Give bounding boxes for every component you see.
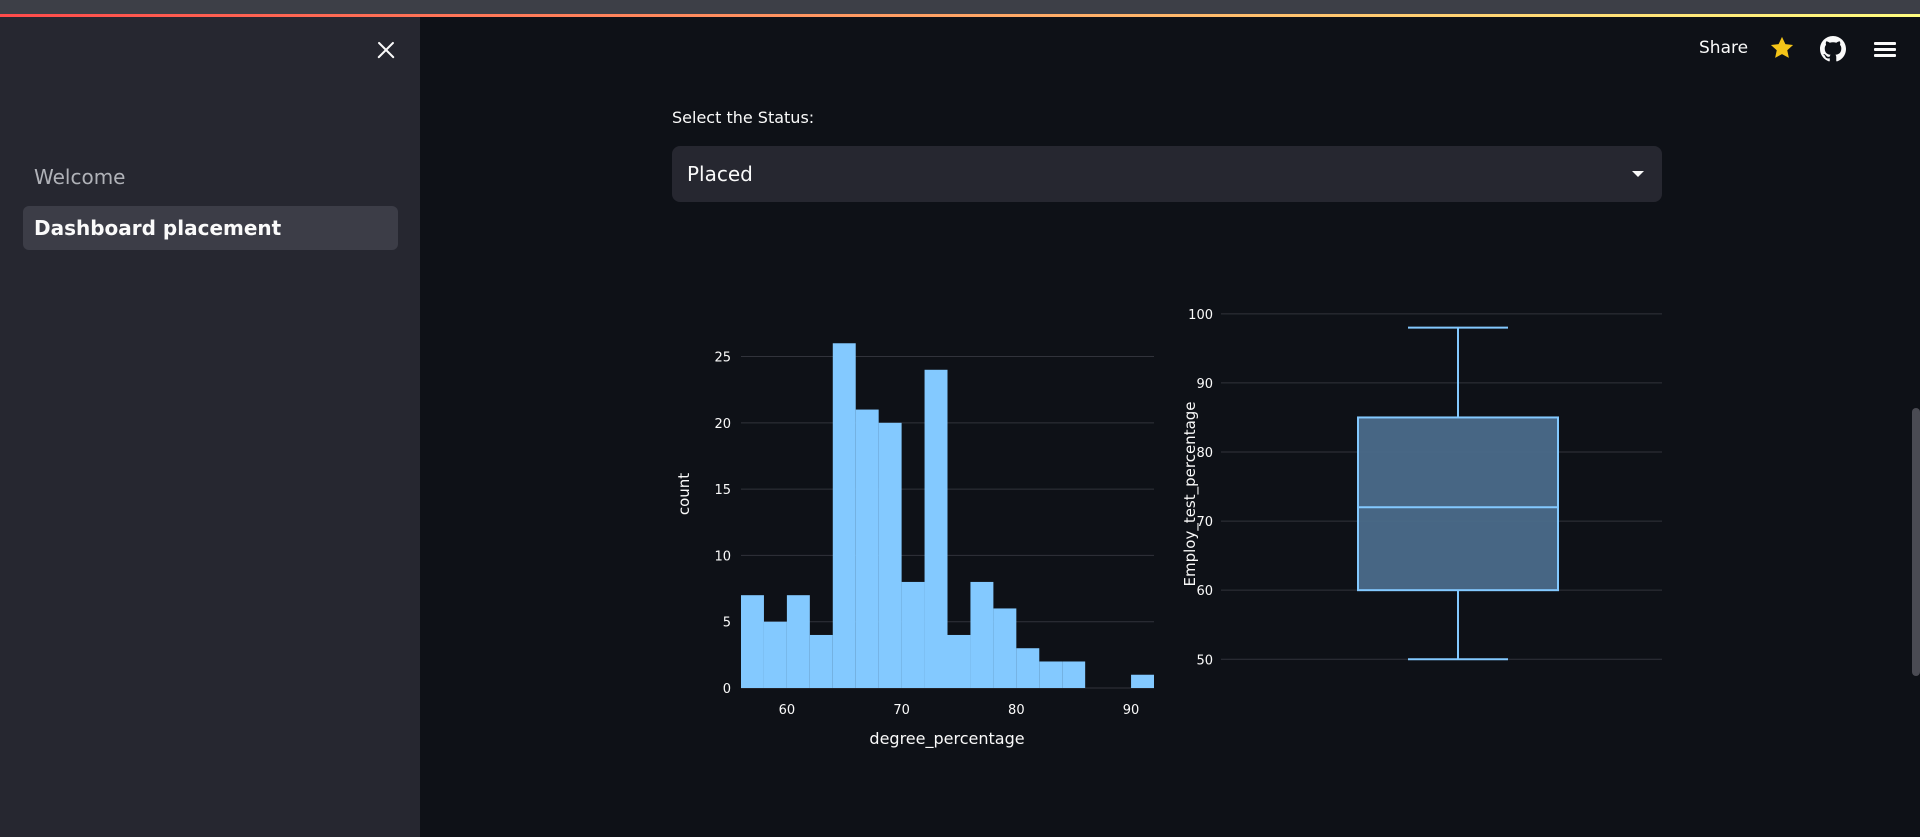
histogram-bar[interactable] [901, 581, 925, 688]
histogram-bar[interactable] [970, 581, 994, 688]
sidebar-item-label: Welcome [34, 165, 126, 189]
top-toolbar-strip [0, 0, 1920, 14]
histogram-chart: 0 5 10 15 20 25 60 70 80 90 degree_percentage co… [675, 343, 1154, 749]
share-button[interactable]: Share [1699, 38, 1749, 58]
box-plot-y-tick-label: 60 [1196, 584, 1213, 599]
star-icon[interactable] [1768, 34, 1796, 62]
close-sidebar-icon[interactable] [372, 36, 400, 64]
histogram-x-axis-label: degree_percentage [869, 729, 1024, 749]
histogram-y-tick-label: 0 [723, 682, 731, 697]
histogram-y-axis-label: count [675, 473, 693, 515]
box-plot-y-tick-label: 70 [1196, 515, 1213, 530]
status-select-value: Placed [687, 162, 753, 186]
select-label: Select the Status: [672, 108, 815, 127]
histogram-bar[interactable] [741, 595, 764, 688]
histogram-x-tick-label: 90 [1123, 703, 1140, 718]
chevron-down-icon [1632, 171, 1644, 177]
box-plot-chart: 50 60 70 80 90 100 Employ_test_percentage [1181, 308, 1662, 668]
histogram-y-tick-label: 15 [714, 483, 731, 498]
box-plot-box[interactable] [1357, 416, 1559, 592]
box-plot-y-tick-label: 80 [1196, 446, 1213, 461]
github-icon[interactable] [1820, 36, 1846, 62]
box-plot-y-tick-label: 90 [1196, 377, 1213, 392]
histogram-y-tick-label: 5 [723, 616, 731, 631]
box-plot-y-tick-label: 100 [1188, 308, 1213, 323]
histogram-bar[interactable] [832, 343, 856, 688]
histogram-bar[interactable] [1039, 661, 1063, 688]
status-select[interactable]: Placed [672, 146, 1662, 202]
box-plot-y-axis-label: Employ_test_percentage [1181, 401, 1200, 586]
histogram-x-tick-label: 60 [779, 703, 796, 718]
page-scrollbar[interactable] [1912, 408, 1920, 676]
histogram-bar[interactable] [947, 634, 971, 688]
histogram-x-tick-label: 70 [893, 703, 910, 718]
histogram-bar[interactable] [878, 422, 902, 688]
histogram-y-tick-label: 25 [714, 351, 731, 366]
histogram-bar[interactable] [763, 621, 787, 688]
histogram-bar[interactable] [1062, 661, 1086, 688]
hamburger-menu-icon[interactable] [1873, 39, 1899, 59]
header-decoration-bar [0, 14, 1920, 17]
histogram-bar[interactable] [855, 409, 879, 688]
box-plot-y-tick-label: 50 [1196, 653, 1213, 668]
histogram-y-tick-label: 10 [714, 549, 731, 564]
sidebar: Welcome Dashboard placement [0, 17, 420, 837]
histogram-bar[interactable] [809, 634, 833, 688]
sidebar-item-welcome[interactable]: Welcome [23, 155, 398, 199]
histogram-bar[interactable] [1131, 674, 1154, 688]
sidebar-item-dashboard-placement[interactable]: Dashboard placement [23, 206, 398, 250]
histogram-y-tick-label: 20 [714, 417, 731, 432]
histogram-bar[interactable] [993, 608, 1017, 688]
sidebar-item-label: Dashboard placement [34, 216, 282, 240]
histogram-bar[interactable] [786, 595, 810, 688]
histogram-x-tick-label: 80 [1008, 703, 1025, 718]
histogram-bar[interactable] [924, 369, 948, 688]
histogram-bar[interactable] [1016, 648, 1040, 688]
